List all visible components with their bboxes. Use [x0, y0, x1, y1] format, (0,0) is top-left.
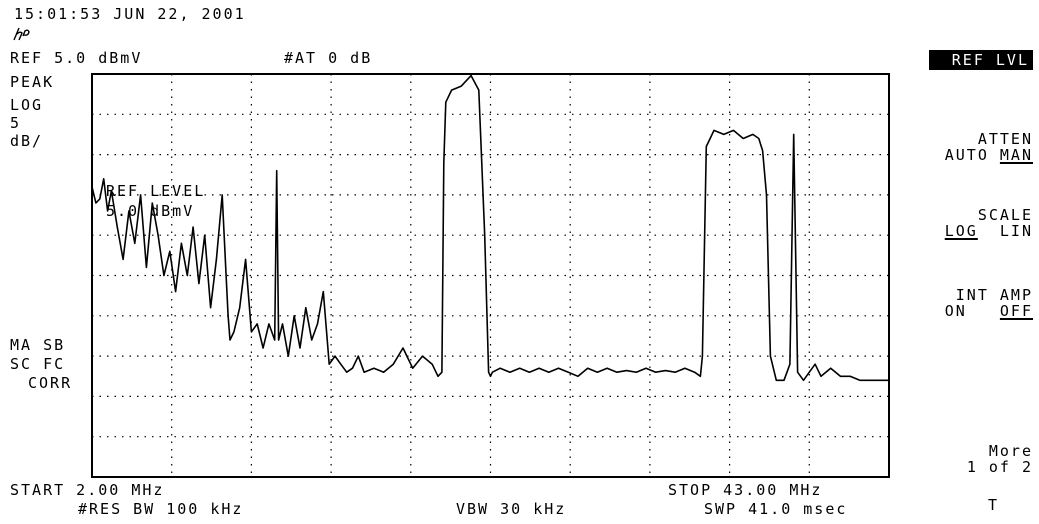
softkey-scale[interactable]: SCALE LOG LIN: [883, 207, 1033, 239]
scale-unit: dB/: [10, 132, 44, 150]
scale-type: LOG: [10, 96, 44, 114]
plot-border: [91, 73, 890, 478]
ref-level-readout: REF 5.0 dBmV: [10, 49, 143, 67]
trace-indicator: T: [988, 496, 1000, 514]
softkey-scale-options: LOG LIN: [883, 223, 1033, 239]
hp-logo-stroke-2: [16, 31, 23, 41]
hp-logo-stroke-3: [22, 29, 30, 37]
spectrum-trace: [91, 74, 889, 382]
softkey-more-label: More: [988, 442, 1033, 460]
int-amp-off-option: OFF: [999, 302, 1033, 320]
resolution-bandwidth: #RES BW 100 kHz: [78, 500, 244, 518]
status-flags-1: MA SB: [10, 336, 66, 354]
atten-auto-option: AUTO: [944, 146, 989, 164]
sweep-time: SWP 41.0 msec: [704, 500, 848, 518]
atten-man-option: MAN: [999, 146, 1033, 164]
active-function-title: REF LEVEL: [106, 182, 205, 200]
video-bandwidth: VBW 30 kHz: [456, 500, 567, 518]
hp-logo: [13, 27, 30, 41]
softkey-scale-title: SCALE: [977, 206, 1033, 224]
start-frequency: START 2.00 MHz: [10, 481, 165, 499]
softkey-ref-lvl[interactable]: REF LVL: [929, 50, 1033, 70]
scale-lin-option: LIN: [999, 222, 1033, 240]
softkey-atten-options: AUTO MAN: [883, 147, 1033, 163]
softkey-page-indicator: 1 of 2: [966, 458, 1033, 476]
active-function-value: 5.0 dBmV: [106, 202, 194, 220]
softkey-int-amp-title: INT AMP: [955, 286, 1033, 304]
hp-logo-stroke-1: [13, 27, 20, 41]
softkey-int-amp-options: ON OFF: [883, 303, 1033, 319]
softkey-more[interactable]: More 1 of 2: [883, 443, 1033, 475]
timestamp: 15:01:53 JUN 22, 2001: [14, 5, 246, 23]
softkey-atten[interactable]: ATTEN AUTO MAN: [883, 131, 1033, 163]
detector-mode: PEAK: [10, 73, 55, 91]
scale-log-option: LOG: [944, 222, 978, 240]
graticule: [92, 74, 889, 477]
scale-value: 5: [10, 114, 22, 132]
stop-frequency: STOP 43.00 MHz: [668, 481, 823, 499]
attenuation-readout: #AT 0 dB: [284, 49, 373, 67]
status-flags-3: CORR: [28, 374, 73, 392]
status-flags-2: SC FC: [10, 355, 66, 373]
int-amp-on-option: ON: [944, 302, 967, 320]
softkey-atten-title: ATTEN: [977, 130, 1033, 148]
softkey-int-amp[interactable]: INT AMP ON OFF: [883, 287, 1033, 319]
